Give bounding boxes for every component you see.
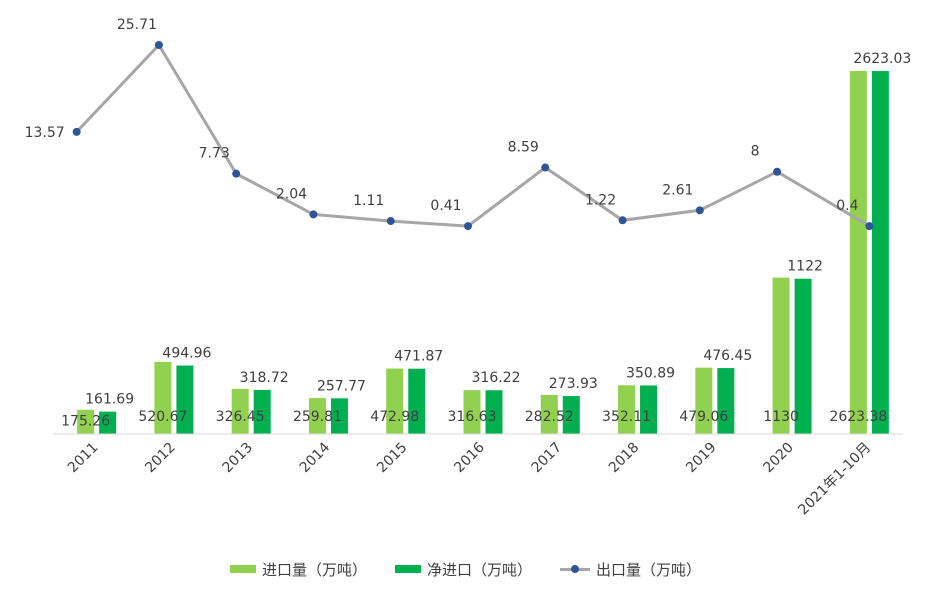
- label-net-import-2015: 471.87: [394, 349, 443, 365]
- legend-swatch-import: [229, 565, 256, 573]
- bar-import-2015: [386, 368, 404, 434]
- bar-import-2013: [231, 388, 249, 434]
- label-import-2019: 479.06: [679, 409, 728, 425]
- legend-item-import: 进口量（万吨）: [229, 559, 367, 580]
- bar-net-import-2019: [717, 368, 735, 434]
- label-export-2018: 1.22: [585, 192, 616, 208]
- label-net-import-2016: 316.22: [472, 370, 521, 386]
- label-export-2020: 8: [751, 144, 760, 160]
- x-tick-2012: 2012: [142, 440, 179, 477]
- label-export-2021年1-10月: 0.4: [836, 198, 858, 214]
- export-point-2012: [154, 41, 163, 49]
- legend-label-export: 出口量（万吨）: [596, 560, 702, 579]
- bar-import-2011: [77, 409, 95, 434]
- x-tick-2017: 2017: [529, 440, 566, 477]
- x-tick-labels: 2011 2012 2013 2014 2015 2016 2017 2018 2019 2020…: [65, 439, 874, 518]
- bar-import-2019: [695, 367, 713, 434]
- bar-net-import-2021年1-10月: [871, 71, 889, 434]
- label-import-2020: 1130: [763, 409, 799, 425]
- legend-label-import: 进口量（万吨）: [261, 560, 367, 579]
- x-tick-2014: 2014: [297, 439, 334, 476]
- x-tick-2011: 2011: [65, 440, 102, 477]
- bar-net-import-2016: [485, 390, 503, 434]
- label-net-import-2011: 161.69: [85, 392, 134, 408]
- x-tick-2018: 2018: [606, 440, 643, 477]
- bar-import-2020: [772, 277, 790, 434]
- label-net-import-2018: 350.89: [626, 365, 675, 381]
- label-net-import-2021年1-10月: 2623.03: [853, 51, 911, 67]
- x-tick-2016: 2016: [451, 439, 488, 476]
- label-export-2012: 25.71: [117, 17, 157, 33]
- label-net-import-2012: 494.96: [162, 346, 211, 362]
- export-line: [75, 42, 871, 228]
- label-export-2015: 1.11: [353, 193, 384, 209]
- export-point-2015: [386, 217, 395, 226]
- label-export-2011: 13.57: [25, 125, 65, 141]
- label-export-2013: 7.73: [199, 146, 230, 162]
- label-import-2015: 472.98: [370, 409, 419, 425]
- legend-item-net-import: 净进口（万吨）: [394, 559, 532, 580]
- legend-swatch-export: [560, 563, 590, 575]
- bar-net-import-2014: [330, 398, 348, 434]
- legend-item-export: 出口量（万吨）: [560, 559, 701, 580]
- bar-import-2014: [308, 398, 326, 434]
- label-export-2016: 0.41: [430, 198, 461, 214]
- label-net-import-2019: 476.45: [703, 348, 752, 364]
- label-import-2017: 282.52: [525, 409, 574, 425]
- label-import-2014: 259.81: [293, 409, 342, 425]
- export-point-2018: [618, 216, 627, 225]
- bar-import-2017: [540, 394, 558, 434]
- export-point-2014: [309, 210, 318, 219]
- x-tick-2020: 2020: [760, 440, 797, 477]
- label-net-import-2017: 273.93: [549, 376, 598, 392]
- label-net-import-2013: 318.72: [240, 370, 289, 386]
- x-tick-2013: 2013: [219, 440, 256, 477]
- bar-net-import-2020: [794, 278, 812, 434]
- label-import-2011: 175.26: [61, 414, 110, 430]
- x-tick-2019: 2019: [683, 440, 720, 477]
- bars-layer: [77, 70, 889, 434]
- export-point-2013: [232, 169, 241, 178]
- export-point-2019: [695, 206, 704, 215]
- export-line-layer: [72, 41, 874, 231]
- label-export-2014: 2.04: [276, 186, 307, 202]
- label-net-import-2020: 1122: [787, 259, 823, 275]
- bar-net-import-2012: [176, 365, 194, 434]
- label-export-2017: 8.59: [508, 140, 539, 156]
- label-net-import-2014: 257.77: [317, 378, 366, 394]
- label-import-2021年1-10月: 2623.38: [829, 409, 887, 425]
- export-point-2017: [541, 163, 550, 172]
- bar-net-import-2017: [562, 396, 580, 434]
- export-point-2020: [773, 167, 782, 176]
- bar-net-import-2011: [99, 411, 117, 434]
- export-point-2016: [464, 222, 472, 231]
- legend: 进口量（万吨） 净进口（万吨） 出口量（万吨）: [0, 556, 931, 582]
- bar-net-import-2018: [640, 385, 658, 434]
- x-tick-2021年1-10月: 2021年1-10月: [795, 440, 874, 519]
- bar-import-2018: [618, 385, 636, 434]
- label-import-2012: 520.67: [138, 409, 187, 425]
- bar-net-import-2015: [408, 368, 426, 434]
- label-import-2016: 316.63: [448, 409, 497, 425]
- bar-import-2012: [154, 361, 172, 434]
- chart: 2011 2012 2013 2014 2015 2016 2017 2018 2019 2020…: [25, 17, 912, 518]
- export-point-2021年1-10月: [865, 222, 874, 231]
- legend-swatch-net-import: [394, 565, 421, 573]
- bar-import-2021年1-10月: [849, 70, 867, 434]
- legend-label-net-import: 净进口（万吨）: [426, 560, 532, 579]
- label-export-2019: 2.61: [662, 182, 693, 198]
- label-import-2013: 326.45: [216, 409, 265, 425]
- x-tick-2015: 2015: [374, 440, 411, 477]
- label-import-2018: 352.11: [602, 409, 651, 425]
- bar-import-2016: [463, 390, 481, 434]
- export-point-2011: [72, 127, 81, 136]
- bar-net-import-2013: [253, 389, 271, 434]
